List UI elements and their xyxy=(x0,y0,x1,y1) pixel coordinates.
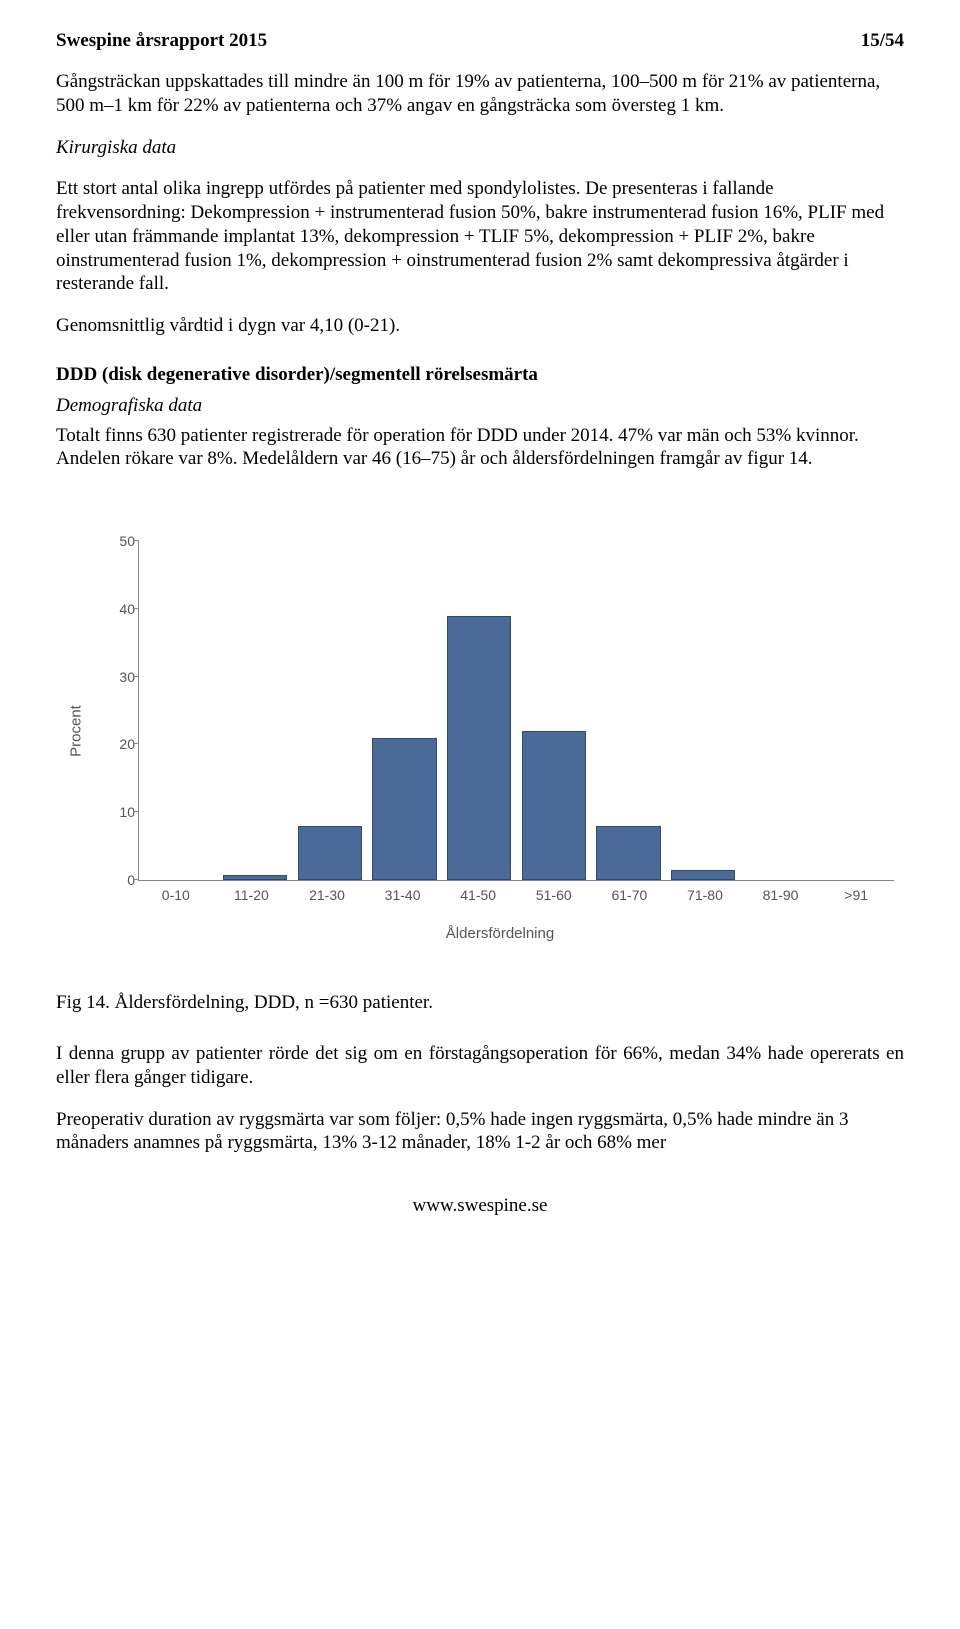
paragraph-preoperativ: Preoperativ duration av ryggsmärta var s… xyxy=(56,1108,904,1156)
figure-caption: Fig 14. Åldersfördelning, DDD, n =630 pa… xyxy=(56,992,904,1014)
chart-bar xyxy=(522,731,586,880)
page-footer: www.swespine.se xyxy=(56,1195,904,1217)
chart-bar xyxy=(671,870,735,880)
chart-plot-area: 01020304050 xyxy=(138,541,894,881)
chart-bar xyxy=(298,826,362,880)
chart-ytick-mark xyxy=(134,676,139,677)
chart-bar-slot xyxy=(218,541,293,880)
chart-bar-slot xyxy=(666,541,741,880)
chart-bar xyxy=(596,826,660,880)
chart-xtick-label: 21-30 xyxy=(289,887,365,903)
paragraph-kirurgiska: Ett stort antal olika ingrepp utfördes p… xyxy=(56,177,904,296)
chart-bar-slot xyxy=(143,541,218,880)
chart-bar-slot xyxy=(517,541,592,880)
chart-ytick-mark xyxy=(134,608,139,609)
page-header: Swespine årsrapport 2015 15/54 xyxy=(56,30,904,52)
chart-ytick-mark xyxy=(134,879,139,880)
page-number: 15/54 xyxy=(861,30,904,52)
chart-xtick-label: 51-60 xyxy=(516,887,592,903)
chart-ytick-mark xyxy=(134,743,139,744)
heading-demografiska-data: Demografiska data xyxy=(56,394,904,418)
chart-bar-slot xyxy=(815,541,890,880)
report-title: Swespine årsrapport 2015 xyxy=(56,30,267,52)
chart-ytick-label: 10 xyxy=(101,804,135,820)
chart-bar xyxy=(447,616,511,880)
paragraph-gangstrackan: Gångsträckan uppskattades till mindre än… xyxy=(56,70,904,118)
chart-bar-slot xyxy=(741,541,816,880)
chart-bar xyxy=(223,875,287,880)
chart-xtick-label: 0-10 xyxy=(138,887,214,903)
chart-xtick-label: 71-80 xyxy=(667,887,743,903)
chart-ytick-mark xyxy=(134,540,139,541)
chart-ytick-label: 50 xyxy=(101,533,135,549)
heading-kirurgiska-data: Kirurgiska data xyxy=(56,136,904,160)
chart-bar-slot xyxy=(292,541,367,880)
chart-xtick-label: 11-20 xyxy=(214,887,290,903)
chart-xtick-label: 31-40 xyxy=(365,887,441,903)
age-distribution-chart: Procent 01020304050 0-1011-2021-3031-404… xyxy=(56,541,904,942)
paragraph-vardtid: Genomsnittlig vårdtid i dygn var 4,10 (0… xyxy=(56,314,904,338)
paragraph-forstagangsoperation: I denna grupp av patienter rörde det sig… xyxy=(56,1042,904,1090)
chart-xtick-label: 81-90 xyxy=(743,887,819,903)
chart-bar-slot xyxy=(442,541,517,880)
chart-xtick-label: 41-50 xyxy=(440,887,516,903)
chart-bars-container xyxy=(139,541,894,880)
chart-bar xyxy=(372,738,436,880)
chart-y-axis-label: Procent xyxy=(67,705,84,757)
chart-xtick-label: >91 xyxy=(818,887,894,903)
chart-ytick-label: 20 xyxy=(101,736,135,752)
chart-bar-slot xyxy=(591,541,666,880)
chart-ytick-label: 40 xyxy=(101,601,135,617)
chart-bar-slot xyxy=(367,541,442,880)
heading-ddd: DDD (disk degenerative disorder)/segment… xyxy=(56,364,904,386)
footer-url: www.swespine.se xyxy=(413,1195,548,1216)
paragraph-demografiska: Totalt finns 630 patienter registrerade … xyxy=(56,424,904,472)
chart-xtick-label: 61-70 xyxy=(592,887,668,903)
chart-x-labels: 0-1011-2021-3031-4041-5051-6061-7071-808… xyxy=(138,887,894,903)
paragraph-forstagangsoperation-text: I denna grupp av patienter rörde det sig… xyxy=(56,1043,904,1088)
chart-ytick-label: 0 xyxy=(101,872,135,888)
chart-ytick-label: 30 xyxy=(101,669,135,685)
chart-ytick-mark xyxy=(134,811,139,812)
chart-x-axis-title: Åldersfördelning xyxy=(96,925,904,942)
